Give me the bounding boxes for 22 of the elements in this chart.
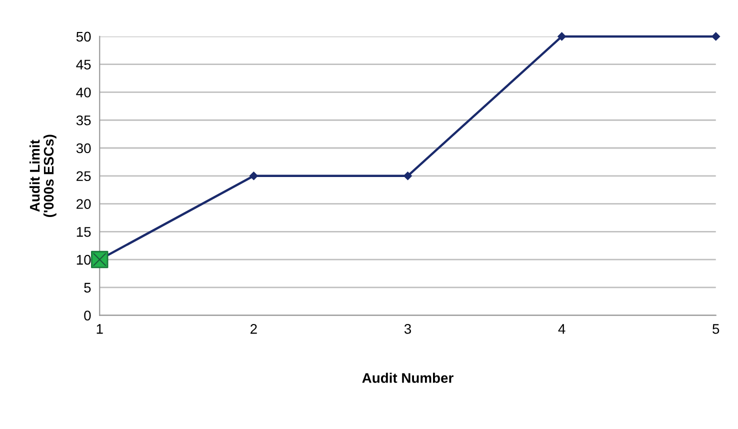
- y-tick-label: 35: [76, 115, 91, 126]
- y-tick-label: 5: [84, 282, 91, 293]
- y-tick-label: 50: [76, 32, 91, 42]
- point: [712, 32, 720, 41]
- y-tick-label: 25: [76, 171, 91, 182]
- y-tick-label: 20: [76, 199, 91, 209]
- point: [558, 32, 566, 41]
- y-tick-label: 15: [76, 227, 91, 237]
- x-axis-title: Audit Number: [362, 372, 454, 383]
- point: [250, 172, 258, 180]
- x-tick-label: 5: [712, 324, 720, 334]
- y-tick-label: 40: [76, 88, 91, 98]
- y-tick-label: 45: [76, 60, 91, 70]
- y-axis-title: Audit Limit ('000s ESCs): [30, 134, 56, 217]
- x-tick-label: 4: [558, 324, 566, 334]
- x-tick-label: 1: [96, 324, 103, 334]
- x-tick-label: 3: [404, 324, 411, 334]
- point: [404, 172, 412, 180]
- x-tick-label: 2: [250, 324, 257, 334]
- y-tick-label: 10: [76, 254, 91, 265]
- y-tick-label: 0: [84, 310, 91, 320]
- y-tick-label: 30: [76, 143, 91, 154]
